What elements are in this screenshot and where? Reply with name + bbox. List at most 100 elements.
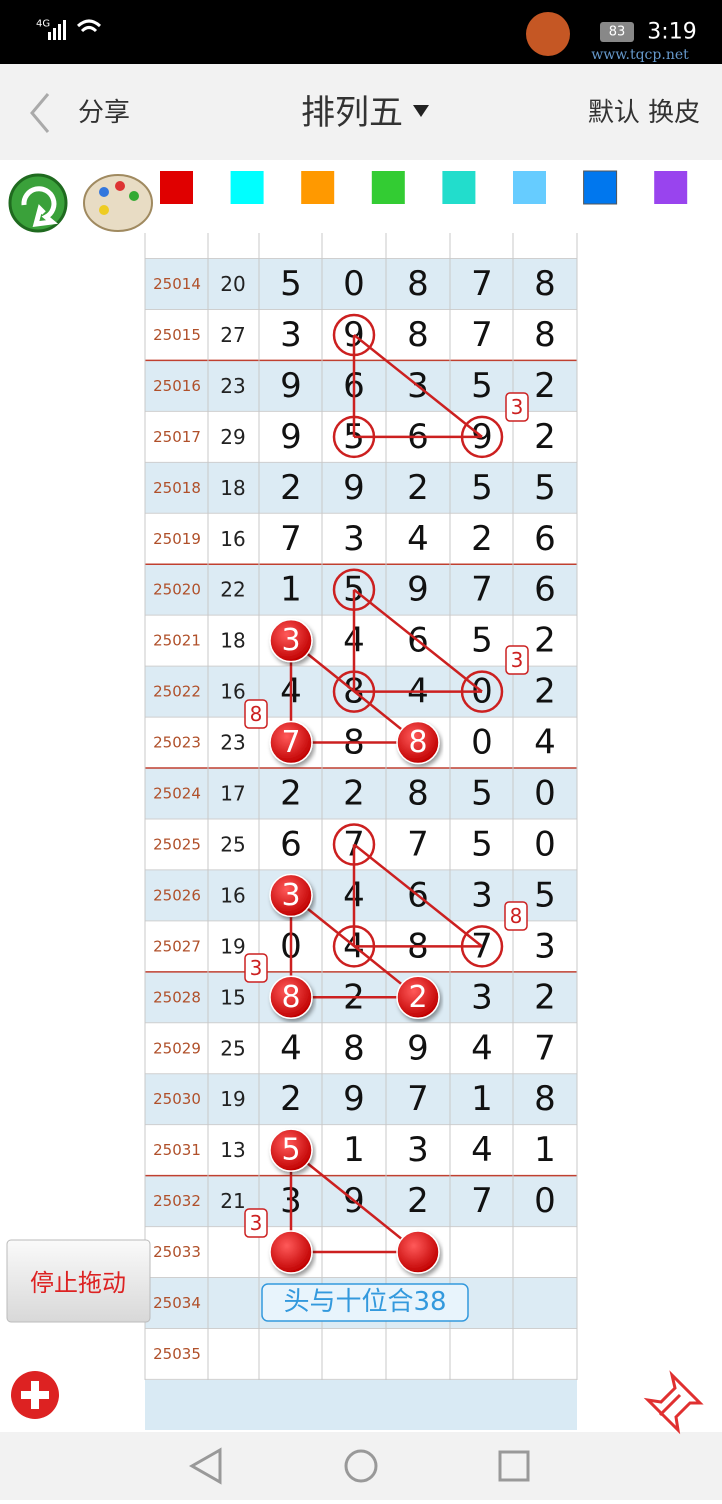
digit: 5 bbox=[471, 468, 493, 508]
digit: 6 bbox=[534, 519, 556, 559]
digit: 2 bbox=[534, 417, 556, 457]
digit: 7 bbox=[280, 519, 302, 559]
sum: 20 bbox=[220, 272, 245, 296]
color-swatch[interactable] bbox=[442, 171, 476, 204]
digit: 2 bbox=[534, 977, 556, 1017]
row-bg bbox=[145, 564, 577, 616]
period: 25034 bbox=[153, 1294, 201, 1312]
digit: 8 bbox=[534, 1079, 556, 1119]
period: 25021 bbox=[153, 632, 201, 650]
filled-circle bbox=[269, 720, 313, 765]
period: 25032 bbox=[153, 1192, 201, 1210]
digit: 0 bbox=[534, 1181, 556, 1221]
period: 25018 bbox=[153, 479, 201, 497]
period: 25019 bbox=[153, 530, 201, 548]
badge: 3 bbox=[250, 1211, 263, 1235]
color-swatch[interactable] bbox=[160, 171, 193, 204]
hollow-circle bbox=[332, 568, 376, 611]
sum: 16 bbox=[220, 680, 245, 704]
watermark: www.tqcp.net bbox=[591, 47, 689, 63]
digit: 8 bbox=[407, 264, 429, 304]
sum: 18 bbox=[220, 476, 245, 500]
color-swatch[interactable] bbox=[513, 171, 546, 204]
color-swatch[interactable] bbox=[230, 171, 264, 204]
digit: 3 bbox=[407, 1130, 429, 1170]
note: 头与十位合38 bbox=[283, 1287, 446, 1317]
period: 25022 bbox=[153, 683, 201, 701]
stop-drag-label[interactable]: 停止拖动 bbox=[30, 1269, 126, 1297]
badge: 3 bbox=[511, 648, 524, 672]
nav-recent[interactable] bbox=[498, 1450, 530, 1482]
hollow-circle bbox=[332, 670, 376, 713]
battery-level: 83 bbox=[609, 25, 626, 40]
sum: 21 bbox=[220, 1189, 245, 1213]
digit: 3 bbox=[471, 875, 493, 915]
digit: 9 bbox=[407, 570, 429, 610]
filled-circle bbox=[269, 975, 313, 1020]
digit: 8 bbox=[407, 315, 429, 355]
color-swatch[interactable] bbox=[371, 171, 405, 204]
period: 25026 bbox=[153, 886, 201, 904]
digit: 6 bbox=[280, 824, 302, 864]
digit: 5 bbox=[471, 774, 493, 814]
pin-button[interactable] bbox=[643, 1370, 704, 1435]
note-box bbox=[261, 1283, 469, 1322]
digit: 8 bbox=[343, 1028, 365, 1068]
hollow-circle bbox=[332, 313, 376, 357]
dropdown-arrow[interactable] bbox=[413, 105, 429, 117]
digit: 5 bbox=[471, 824, 493, 864]
share-button[interactable]: 分享 bbox=[78, 98, 130, 128]
period: 25035 bbox=[153, 1345, 201, 1363]
partial-row bbox=[145, 233, 577, 258]
digit: 5 bbox=[534, 468, 556, 508]
back-button[interactable] bbox=[30, 93, 50, 133]
color-swatch[interactable] bbox=[301, 171, 335, 204]
refresh-icon[interactable] bbox=[8, 173, 68, 233]
battery bbox=[600, 22, 634, 42]
filled-circle bbox=[269, 1230, 313, 1274]
digit: 4 bbox=[471, 1028, 493, 1068]
digit: 0 bbox=[343, 264, 365, 304]
hollow-circle bbox=[332, 823, 376, 866]
link-line bbox=[353, 588, 483, 693]
period: 25033 bbox=[153, 1243, 201, 1261]
link-line bbox=[353, 843, 483, 948]
digit: 7 bbox=[471, 570, 493, 610]
add-button[interactable] bbox=[11, 1371, 59, 1419]
badge-box bbox=[504, 901, 528, 931]
sum: 27 bbox=[220, 323, 245, 347]
digit: 7 bbox=[407, 1079, 429, 1119]
digit: 9 bbox=[280, 366, 302, 406]
sum: 25 bbox=[220, 832, 245, 856]
row-bg bbox=[145, 309, 577, 361]
logo bbox=[526, 12, 570, 56]
digit: 7 bbox=[407, 824, 429, 864]
stop-drag-button[interactable] bbox=[6, 1239, 151, 1323]
row-bg bbox=[145, 1328, 577, 1380]
nav-back[interactable] bbox=[188, 1447, 222, 1485]
color-swatch[interactable] bbox=[583, 170, 618, 205]
link-line bbox=[290, 639, 419, 744]
period: 25016 bbox=[153, 377, 201, 395]
skin-menu[interactable]: 默认 换皮 bbox=[588, 98, 700, 128]
link-line bbox=[353, 333, 483, 438]
nav-home[interactable] bbox=[344, 1449, 378, 1483]
palette-icon[interactable] bbox=[83, 174, 153, 232]
sum: 15 bbox=[220, 985, 245, 1009]
digit: 8 bbox=[407, 774, 429, 814]
filled-circle bbox=[269, 873, 313, 918]
digit: 5 bbox=[534, 875, 556, 915]
digit: 3 bbox=[280, 315, 302, 355]
sum: 18 bbox=[220, 629, 245, 653]
filled-circle bbox=[396, 975, 440, 1020]
table-footer bbox=[145, 1380, 577, 1430]
hollow-circle bbox=[460, 925, 504, 968]
digit: 9 bbox=[280, 417, 302, 457]
digit: 2 bbox=[407, 468, 429, 508]
period: 25023 bbox=[153, 734, 201, 752]
digit: 7 bbox=[471, 264, 493, 304]
title[interactable]: 排列五 bbox=[301, 93, 403, 133]
period: 25031 bbox=[153, 1141, 201, 1159]
color-swatch[interactable] bbox=[654, 171, 688, 204]
badge-box bbox=[505, 645, 529, 675]
